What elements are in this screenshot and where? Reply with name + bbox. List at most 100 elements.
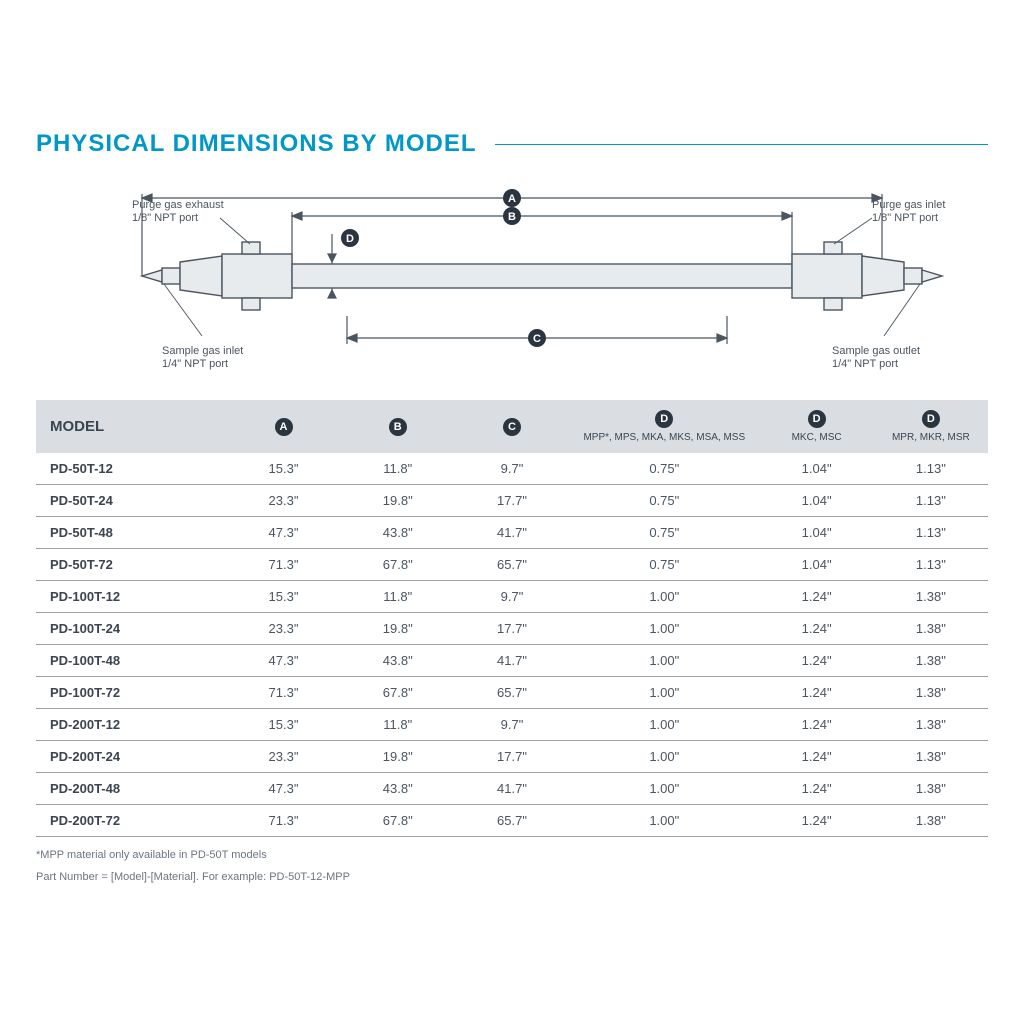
cell-b: 11.8" xyxy=(341,581,455,613)
page-title: PHYSICAL DIMENSIONS BY MODEL xyxy=(36,130,988,158)
table-row: PD-200T-7271.3"67.8"65.7"1.00"1.24"1.38" xyxy=(36,805,988,837)
table-row: PD-50T-2423.3"19.8"17.7"0.75"1.04"1.13" xyxy=(36,485,988,517)
cell-d3: 1.38" xyxy=(874,613,988,645)
table-row: PD-200T-2423.3"19.8"17.7"1.00"1.24"1.38" xyxy=(36,741,988,773)
table-row: PD-50T-4847.3"43.8"41.7"0.75"1.04"1.13" xyxy=(36,517,988,549)
cell-d2: 1.04" xyxy=(759,549,873,581)
cell-d1: 1.00" xyxy=(569,773,759,805)
cell-d1: 0.75" xyxy=(569,453,759,485)
cell-a: 15.3" xyxy=(226,581,340,613)
cell-model: PD-50T-48 xyxy=(36,517,226,549)
cell-b: 67.8" xyxy=(341,805,455,837)
cell-b: 67.8" xyxy=(341,549,455,581)
table-row: PD-100T-7271.3"67.8"65.7"1.00"1.24"1.38" xyxy=(36,677,988,709)
cell-d1: 1.00" xyxy=(569,709,759,741)
cell-c: 9.7" xyxy=(455,581,569,613)
cell-d1: 0.75" xyxy=(569,517,759,549)
cell-c: 17.7" xyxy=(455,613,569,645)
cell-d2: 1.24" xyxy=(759,581,873,613)
cell-d3: 1.38" xyxy=(874,741,988,773)
cell-model: PD-100T-48 xyxy=(36,645,226,677)
cell-d3: 1.38" xyxy=(874,677,988,709)
cell-c: 9.7" xyxy=(455,709,569,741)
cell-model: PD-100T-12 xyxy=(36,581,226,613)
diagram-badge-a: A xyxy=(508,193,516,205)
cell-b: 43.8" xyxy=(341,773,455,805)
table-row: PD-50T-7271.3"67.8"65.7"0.75"1.04"1.13" xyxy=(36,549,988,581)
diagram-badge-d: D xyxy=(346,233,354,245)
label-purge-inlet: Purge gas inlet xyxy=(872,199,945,211)
cell-d1: 1.00" xyxy=(569,581,759,613)
cell-d1: 0.75" xyxy=(569,485,759,517)
cell-model: PD-50T-24 xyxy=(36,485,226,517)
cell-c: 65.7" xyxy=(455,805,569,837)
cell-a: 15.3" xyxy=(226,453,340,485)
col-c: C xyxy=(455,400,569,453)
cell-d3: 1.13" xyxy=(874,485,988,517)
cell-c: 17.7" xyxy=(455,485,569,517)
cell-d3: 1.38" xyxy=(874,773,988,805)
cell-c: 9.7" xyxy=(455,453,569,485)
cell-d3: 1.13" xyxy=(874,549,988,581)
cell-b: 43.8" xyxy=(341,645,455,677)
cell-d2: 1.24" xyxy=(759,613,873,645)
cell-d2: 1.24" xyxy=(759,805,873,837)
cell-c: 17.7" xyxy=(455,741,569,773)
cell-d1: 0.75" xyxy=(569,549,759,581)
cell-c: 41.7" xyxy=(455,517,569,549)
cell-d2: 1.24" xyxy=(759,709,873,741)
cell-d2: 1.24" xyxy=(759,645,873,677)
cell-d2: 1.04" xyxy=(759,517,873,549)
table-row: PD-100T-2423.3"19.8"17.7"1.00"1.24"1.38" xyxy=(36,613,988,645)
cell-b: 11.8" xyxy=(341,709,455,741)
title-text: PHYSICAL DIMENSIONS BY MODEL xyxy=(36,130,477,158)
col-model: MODEL xyxy=(36,400,226,453)
cell-a: 71.3" xyxy=(226,549,340,581)
col-d2: D MKC, MSC xyxy=(759,400,873,453)
cell-model: PD-200T-48 xyxy=(36,773,226,805)
cell-model: PD-200T-72 xyxy=(36,805,226,837)
cell-d3: 1.38" xyxy=(874,709,988,741)
col-d1: D MPP*, MPS, MKA, MKS, MSA, MSS xyxy=(569,400,759,453)
dimensions-table: MODEL A B C D MPP*, MPS, MKA, MKS, MSA, … xyxy=(36,400,988,837)
cell-c: 65.7" xyxy=(455,677,569,709)
title-rule xyxy=(495,144,989,145)
cell-d2: 1.04" xyxy=(759,453,873,485)
cell-a: 47.3" xyxy=(226,773,340,805)
footnotes: *MPP material only available in PD-50T m… xyxy=(36,849,988,883)
cell-a: 23.3" xyxy=(226,613,340,645)
label-sample-inlet: Sample gas inlet xyxy=(162,345,243,357)
cell-d1: 1.00" xyxy=(569,677,759,709)
cell-model: PD-100T-72 xyxy=(36,677,226,709)
cell-a: 71.3" xyxy=(226,677,340,709)
table-row: PD-200T-4847.3"43.8"41.7"1.00"1.24"1.38" xyxy=(36,773,988,805)
label-sample-inlet-sub: 1/4" NPT port xyxy=(162,358,228,370)
col-a: A xyxy=(226,400,340,453)
col-d3: D MPR, MKR, MSR xyxy=(874,400,988,453)
cell-model: PD-50T-12 xyxy=(36,453,226,485)
col-b: B xyxy=(341,400,455,453)
dimension-diagram: A B D C Purge gas exhaust 1/8" NPT port … xyxy=(36,176,988,376)
cell-d2: 1.24" xyxy=(759,741,873,773)
label-sample-outlet: Sample gas outlet xyxy=(832,345,920,357)
cell-c: 65.7" xyxy=(455,549,569,581)
label-purge-exhaust-sub: 1/8" NPT port xyxy=(132,212,198,224)
diagram-badge-c: C xyxy=(533,333,541,345)
label-purge-inlet-sub: 1/8" NPT port xyxy=(872,212,938,224)
cell-b: 19.8" xyxy=(341,741,455,773)
cell-b: 19.8" xyxy=(341,613,455,645)
cell-d2: 1.24" xyxy=(759,677,873,709)
cell-a: 15.3" xyxy=(226,709,340,741)
label-sample-outlet-sub: 1/4" NPT port xyxy=(832,358,898,370)
cell-model: PD-100T-24 xyxy=(36,613,226,645)
table-row: PD-100T-1215.3"11.8"9.7"1.00"1.24"1.38" xyxy=(36,581,988,613)
cell-a: 23.3" xyxy=(226,485,340,517)
cell-d1: 1.00" xyxy=(569,741,759,773)
cell-d1: 1.00" xyxy=(569,613,759,645)
footnote-1: *MPP material only available in PD-50T m… xyxy=(36,849,988,861)
cell-c: 41.7" xyxy=(455,773,569,805)
cell-d3: 1.13" xyxy=(874,453,988,485)
cell-a: 47.3" xyxy=(226,517,340,549)
cell-a: 71.3" xyxy=(226,805,340,837)
cell-c: 41.7" xyxy=(455,645,569,677)
